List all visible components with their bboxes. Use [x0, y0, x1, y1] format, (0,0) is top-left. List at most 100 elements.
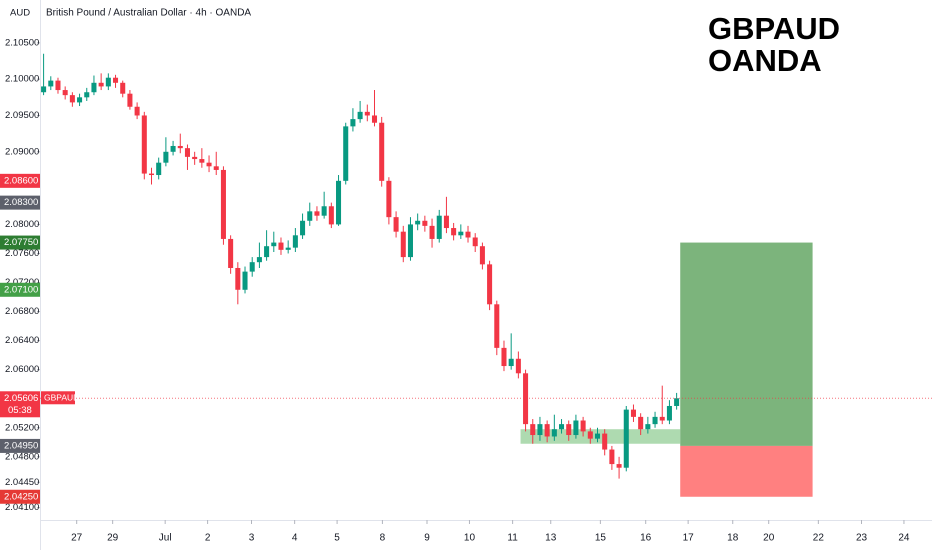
x-tick-label: 5 — [334, 533, 340, 544]
price-tag — [0, 173, 40, 188]
x-tick-label: 22 — [813, 533, 825, 544]
candle-body — [192, 156, 198, 160]
candle-body — [674, 398, 680, 406]
candle-body — [386, 180, 392, 218]
candle-body — [113, 77, 119, 83]
candle-body — [220, 169, 226, 239]
candle-body — [638, 416, 644, 430]
price-tag — [0, 391, 40, 418]
candle-body — [156, 162, 162, 176]
watermark: GBPAUD — [708, 11, 840, 46]
y-tick-label: 2.07200 — [5, 277, 39, 288]
axis-unit: AUD — [10, 8, 30, 19]
candle-body — [379, 122, 385, 181]
x-tick-label: 23 — [856, 533, 868, 544]
candle-body — [371, 115, 378, 123]
x-tick-label: 24 — [898, 533, 910, 544]
candle-body — [479, 246, 485, 265]
candle-body — [84, 92, 90, 98]
candle-body — [177, 145, 183, 149]
x-tick-label: 9 — [424, 533, 430, 544]
candle-body — [357, 111, 363, 120]
candle-body — [652, 416, 658, 425]
candle-body — [587, 431, 593, 439]
candle-body — [400, 231, 406, 258]
candle-body — [163, 151, 169, 163]
x-tick-label: 2 — [205, 533, 211, 544]
price-tag-label: 2.08600 — [4, 175, 38, 186]
candle-body — [350, 119, 356, 127]
candle-body — [659, 416, 665, 421]
candle-body — [321, 206, 327, 216]
candle-body — [41, 86, 47, 93]
y-tick-label: 2.04450 — [5, 477, 39, 488]
x-tick-label: 4 — [292, 533, 298, 544]
demand-zone — [520, 429, 681, 444]
candle-body — [443, 215, 449, 229]
candle-body — [285, 247, 291, 250]
candle-body — [300, 220, 306, 236]
candle-body — [364, 111, 370, 116]
price-tag-label: 2.05606 — [4, 393, 38, 404]
candle-body — [127, 93, 133, 107]
x-tick-label: 27 — [71, 533, 83, 544]
candle-body — [436, 215, 442, 239]
candle-body — [184, 148, 190, 157]
y-tick-label: 2.08000 — [5, 219, 39, 230]
candle-body — [256, 257, 262, 263]
candle-body — [55, 80, 61, 91]
candle-body — [508, 358, 514, 367]
candle-body — [77, 97, 83, 103]
y-tick-label: 2.05200 — [5, 422, 39, 433]
price-tag — [0, 195, 40, 210]
y-tick-label: 2.10000 — [5, 74, 39, 85]
x-tick-label: 17 — [683, 533, 695, 544]
candle-body — [307, 211, 313, 221]
candle-body — [141, 115, 147, 174]
candle-body — [336, 180, 342, 225]
candle-body — [537, 424, 543, 436]
y-tick-label: 2.06800 — [5, 306, 39, 317]
y-tick-label: 2.04800 — [5, 451, 39, 462]
candle-body — [530, 424, 536, 436]
candle-body — [422, 220, 428, 226]
candle-body — [170, 145, 176, 152]
price-tag-label: 2.04250 — [4, 491, 38, 502]
candle-body — [515, 358, 521, 374]
candle-body — [415, 220, 421, 225]
candle-body — [235, 267, 241, 290]
x-tick-label: 16 — [640, 533, 652, 544]
x-tick-label: 10 — [464, 533, 476, 544]
loss-zone — [680, 445, 813, 497]
candle-body — [264, 246, 270, 258]
candle-body — [501, 347, 507, 367]
candle-body — [429, 225, 435, 239]
candle-body — [328, 206, 334, 225]
candle-body — [271, 242, 277, 247]
candle-body — [228, 238, 234, 268]
candle-body — [69, 95, 75, 103]
price-tag-label: 2.04950 — [4, 440, 38, 451]
watermark: OANDA — [708, 43, 822, 78]
x-tick-label: 13 — [545, 533, 557, 544]
x-tick-label: Jul — [159, 533, 172, 544]
candle-body — [199, 159, 205, 163]
x-tick-label: 11 — [507, 533, 518, 544]
profit-zone — [680, 242, 813, 446]
candle-body — [544, 424, 550, 437]
candle-body — [559, 424, 565, 430]
price-tag — [0, 235, 40, 250]
candle-body — [458, 231, 464, 236]
candle-body — [594, 433, 601, 439]
candle-body — [465, 231, 471, 238]
candle-body — [393, 217, 399, 232]
candle-body — [630, 409, 636, 417]
candle-body — [494, 304, 500, 348]
candle-body — [487, 264, 493, 305]
candle-body — [580, 420, 586, 432]
y-tick-label: 2.07600 — [5, 248, 39, 259]
candle-body — [314, 211, 320, 216]
candle-body — [134, 106, 140, 116]
candle-body — [148, 173, 155, 176]
